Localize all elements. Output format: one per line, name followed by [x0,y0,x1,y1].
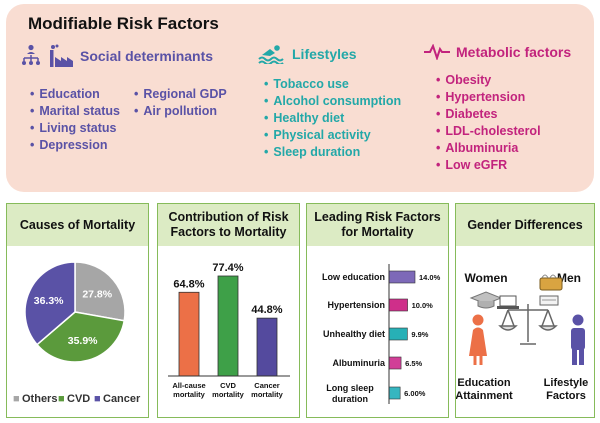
legend-label-cvd: CVD [67,393,90,405]
leading-risk-factors-panel: Leading Risk Factors for Mortality 14.0%… [306,203,449,418]
woman-icon [469,314,487,365]
legend-label-others: Others [22,393,57,405]
metabolic-list-item: Low eGFR [436,157,571,174]
risk-factor-category-label: Unhealthy diet [323,329,385,339]
heartbeat-icon [424,44,450,60]
contribution-panel: Contribution of Risk Factors to Mortalit… [157,203,300,418]
lifestyle-list-item: Physical activity [264,127,401,144]
pie-value-label: 36.3% [34,295,64,307]
risk-factor-category-label: Long sleep duration [326,383,374,404]
risk-factor-value-label: 6.00% [404,389,426,398]
risk-factor-category-label: Albuminuria [332,358,385,368]
social-list-1: EducationMarital statusLiving statusDepr… [30,86,120,154]
leading-risk-factors-title: Leading Risk Factors for Mortality [307,204,448,246]
women-label: Women [464,271,507,285]
men-label: Men [557,271,581,285]
man-icon [571,314,585,365]
lifestyles-section: Lifestyles Tobacco useAlcohol consumptio… [258,44,401,161]
metabolic-list-item: Obesity [436,72,571,89]
graduation-cap-icon [469,291,503,309]
social-list-item: Depression [30,137,120,154]
metabolic-factors-title: Metabolic factors [456,44,572,60]
pie-value-label: 27.8% [82,288,112,300]
laptop-icon [497,295,519,309]
lifestyle-list-item: Tobacco use [264,76,401,93]
social-list-2: Regional GDPAir pollution [134,86,227,154]
contribution-bar [178,291,200,377]
social-determinants-title: Social determinants [80,48,214,64]
causes-of-mortality-panel: Causes of Mortality 27.8% 35.9% 36.3% ■ Othe… [6,203,149,418]
balance-scale-icon [498,304,558,345]
gender-differences-panel: Gender Differences Women Men [455,203,595,418]
risk-factor-value-label: 14.0% [419,273,441,282]
contribution-bar-chart: 64.8% All-cause mortality 77.4% CVD mortality… [168,262,290,399]
swimmer-icon [258,45,284,64]
social-list-item: Education [30,86,120,103]
pie-value-label: 35.9% [68,335,98,347]
contribution-category-label: CVD mortality [212,381,245,399]
contribution-value-label: 77.4% [212,262,243,274]
social-list-item: Regional GDP [134,86,226,103]
legend-marker: ■ [58,393,65,405]
social-list-item: Living status [30,120,120,137]
pie-slice-others [74,261,126,322]
legend-marker: ■ [94,393,101,405]
metabolic-list-item: Hypertension [436,89,571,106]
metabolic-list-item: LDL-cholesterol [436,123,571,140]
lifestyle-list-item: Healthy diet [264,110,401,127]
risk-factor-bar [388,386,401,400]
contribution-title: Contribution of Risk Factors to Mortalit… [158,204,299,246]
lifestyle-items-icon [539,274,563,306]
education-attainment-label: Education Attainment [456,377,513,402]
contribution-category-label: Cancer mortality [251,381,284,399]
legend-label-cancer: Cancer [103,393,141,405]
contribution-value-label: 44.8% [251,304,282,316]
pie-slice-cvd [36,311,126,363]
risk-factor-value-label: 9.9% [411,330,428,339]
gender-differences-title: Gender Differences [456,204,594,246]
modifiable-risk-factors-panel: Modifiable Risk Factors Social determina… [6,4,594,192]
metabolic-list-item: Albuminuria [436,140,571,157]
metabolic-factors-section: Metabolic factors ObesityHypertensionDia… [424,44,571,174]
risk-factor-bar [388,356,402,370]
lifestyle-list-item: Alcohol consumption [264,93,401,110]
social-list-item: Air pollution [134,103,227,120]
mortality-pie-chart: 27.8%35.9%36.3%■ Others ■ CVD ■ Cancer [13,261,141,405]
risk-factor-bar [388,327,408,341]
contribution-bar [217,275,239,377]
top-title: Modifiable Risk Factors [28,14,219,33]
lifestyles-title: Lifestyles [292,46,357,62]
contribution-bar [256,317,278,377]
lifestyle-factors-label: Lifestyle Factors [544,377,589,402]
gender-differences-illustration: Women Men [456,271,589,402]
lifestyle-list-item: Sleep duration [264,144,401,161]
lifestyles-list: Tobacco useAlcohol consumptionHealthy di… [264,76,401,161]
risk-factor-category-label: Low education [322,272,385,282]
legend-marker: ■ [13,393,20,405]
contribution-value-label: 64.8% [173,278,204,290]
risk-factor-bar [388,270,416,284]
metabolic-list: ObesityHypertensionDiabetesLDL-cholester… [436,72,571,174]
leading-risk-bar-chart: 14.0% Low education 10.0% Hypertension 9.9% U… [322,264,441,404]
pie-slice-cancer [24,261,76,346]
risk-factor-category-label: Hypertension [327,300,385,310]
metabolic-list-item: Diabetes [436,106,571,123]
risk-factor-bar [388,298,408,312]
risk-factor-value-label: 10.0% [412,301,434,310]
social-determinants-section: Social determinants EducationMarital sta… [20,44,227,154]
contribution-category-label: All-cause mortality [172,381,205,399]
social-determinants-icon [22,44,73,67]
risk-factor-value-label: 6.5% [405,359,422,368]
causes-of-mortality-title: Causes of Mortality [7,204,148,246]
social-list-item: Marital status [30,103,120,120]
